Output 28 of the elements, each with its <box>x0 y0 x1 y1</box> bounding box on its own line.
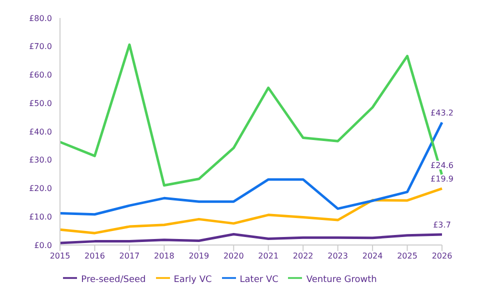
x-tick-label: 2026 <box>432 252 452 261</box>
y-tick-label: £60.0 <box>29 70 52 80</box>
y-tick-label: £50.0 <box>29 98 52 108</box>
x-tick-label: 2024 <box>362 252 383 261</box>
x-tick-label: 2015 <box>50 252 70 261</box>
y-tick-label: £70.0 <box>29 42 52 52</box>
x-tick-label: 2020 <box>223 252 244 261</box>
legend-label: Venture Growth <box>306 275 377 285</box>
x-tick-label: 2023 <box>328 252 348 261</box>
data-label: £19.9 <box>430 174 454 184</box>
y-tick-label: £20.0 <box>29 184 52 194</box>
y-tick-label: £0.0 <box>34 240 52 250</box>
data-label: £43.2 <box>430 108 454 118</box>
legend-label: Later VC <box>240 275 278 285</box>
y-tick-label: £40.0 <box>29 127 52 136</box>
legend-label: Early VC <box>174 275 212 285</box>
x-tick-label: 2021 <box>258 252 279 261</box>
x-tick-label: 2019 <box>188 252 210 261</box>
x-tick-label: 2022 <box>292 252 314 261</box>
x-tick-label: 2016 <box>84 252 105 261</box>
y-tick-label: £30.0 <box>29 156 52 165</box>
y-tick-label: £80.0 <box>29 14 52 23</box>
y-tick-label: £10.0 <box>29 212 52 222</box>
x-tick-label: 2025 <box>397 252 418 261</box>
data-label: £3.7 <box>433 220 451 230</box>
x-tick-label: 2017 <box>119 252 140 261</box>
legend-label: Pre-seed/Seed <box>81 275 146 285</box>
x-tick-label: 2018 <box>154 252 174 261</box>
